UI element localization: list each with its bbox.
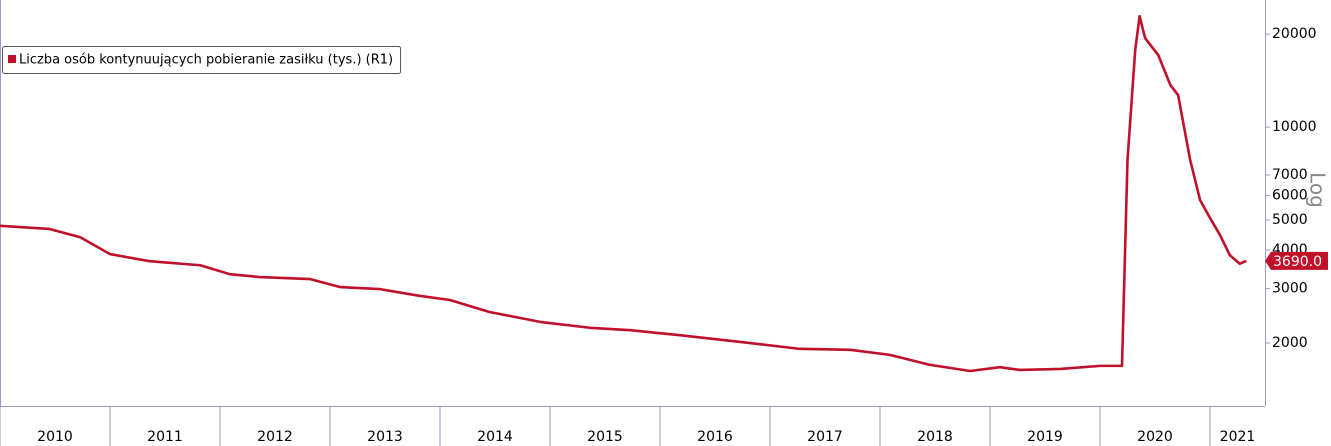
last-value-label: 3690.0 [1273, 254, 1322, 270]
y-tick-label: 7000 [1272, 167, 1308, 183]
x-tick-label: 2011 [147, 429, 183, 445]
x-tick-label: 2013 [367, 429, 403, 445]
x-tick-label: 2017 [807, 429, 843, 445]
last-value-tag [1265, 251, 1328, 270]
legend-label: Liczba osób kontynuujących pobieranie za… [19, 53, 393, 68]
x-tick-label: 2012 [257, 429, 293, 445]
x-tick-label: 2010 [37, 429, 73, 445]
x-tick-label: 2021 [1220, 429, 1256, 445]
y-tick-label: 3000 [1272, 281, 1308, 297]
x-tick-label: 2019 [1027, 429, 1063, 445]
legend-swatch [8, 55, 16, 63]
scale-label: Log [1306, 172, 1330, 208]
legend: Liczba osób kontynuujących pobieranie za… [2, 46, 402, 74]
data-line [0, 14, 1247, 373]
y-tick-label: 5000 [1272, 212, 1308, 228]
x-tick-label: 2020 [1137, 429, 1173, 445]
x-tick-label: 2016 [697, 429, 733, 445]
x-tick-label: 2014 [477, 429, 513, 445]
x-tick-label: 2015 [587, 429, 623, 445]
y-tick-label: 10000 [1272, 119, 1317, 135]
x-tick-label: 2018 [917, 429, 953, 445]
y-tick-label: 6000 [1272, 188, 1308, 204]
y-tick-label: 20000 [1272, 26, 1317, 42]
y-tick-label: 2000 [1272, 335, 1308, 351]
legend-box [2, 46, 402, 74]
